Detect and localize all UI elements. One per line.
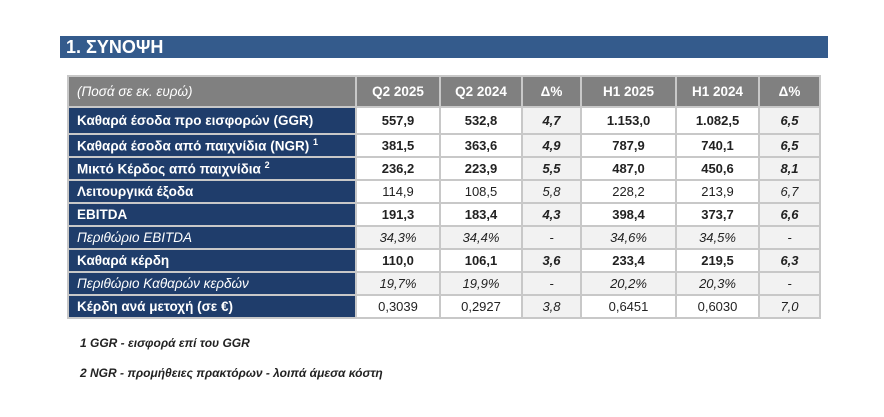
row-label-text: Περιθώριο Καθαρών κερδών	[77, 276, 249, 291]
row-label-text: Μικτό Κέρδος από παιχνίδια	[77, 161, 261, 177]
column-header: H1 2025	[582, 77, 675, 106]
row-label-text: Λειτουργικά έξοδα	[77, 184, 194, 199]
delta-cell: 4,7	[523, 108, 580, 133]
delta-cell: 3,8	[523, 296, 580, 317]
value-cell: 108,5	[441, 181, 521, 202]
row-label: Περιθώριο EBITDA	[69, 227, 355, 248]
delta-cell: 8,1	[760, 158, 819, 179]
table-row: Περιθώριο EBITDA 34,3% 34,4% -34,6% 34,5% -	[69, 227, 819, 248]
delta-cell: 4,9	[523, 135, 580, 156]
value-cell: 34,3%	[357, 227, 439, 248]
value-cell: 114,9	[357, 181, 439, 202]
value-cell: 106,1	[441, 250, 521, 271]
footnote-marker: 1	[312, 137, 318, 148]
value-cell: 34,4%	[441, 227, 521, 248]
table-row: Καθαρά έσοδα από παιχνίδια (NGR) 1 381,5 3…	[69, 135, 819, 156]
delta-cell: 5,5	[523, 158, 580, 179]
column-header: (Ποσά σε εκ. ευρώ)	[69, 77, 355, 106]
row-label-text: Καθαρά έσοδα προ εισφορών (GGR)	[77, 113, 314, 128]
delta-cell: -	[523, 227, 580, 248]
value-cell: 213,9	[677, 181, 758, 202]
row-label-text: EBITDA	[77, 207, 128, 222]
table-row: Κέρδη ανά μετοχή (σε €) 0,3039 0,2927 3,8 0,…	[69, 296, 819, 317]
value-cell: 233,4	[582, 250, 675, 271]
value-cell: 532,8	[441, 108, 521, 133]
delta-cell: 7,0	[760, 296, 819, 317]
value-cell: 381,5	[357, 135, 439, 156]
column-header: Δ%	[523, 77, 580, 106]
value-cell: 450,6	[677, 158, 758, 179]
column-header: Δ%	[760, 77, 819, 106]
value-cell: 191,3	[357, 204, 439, 225]
value-cell: 34,6%	[582, 227, 675, 248]
row-label-text: Κέρδη ανά μετοχή (σε €)	[77, 299, 233, 314]
value-cell: 0,2927	[441, 296, 521, 317]
table-header-row: (Ποσά σε εκ. ευρώ) Q2 2025 Q2 2024 Δ% H1 202…	[69, 77, 819, 106]
delta-cell: 6,5	[760, 135, 819, 156]
value-cell: 20,2%	[582, 273, 675, 294]
value-cell: 1.082,5	[677, 108, 758, 133]
value-cell: 787,9	[582, 135, 675, 156]
section-title: 1. ΣΥΝΟΨΗ	[60, 36, 828, 58]
delta-cell: 6,7	[760, 181, 819, 202]
value-cell: 0,6030	[677, 296, 758, 317]
delta-cell: 6,5	[760, 108, 819, 133]
row-label: Μικτό Κέρδος από παιχνίδια 2	[69, 158, 355, 179]
table-row: Λειτουργικά έξοδα 114,9 108,5 5,8 228,2 213,9…	[69, 181, 819, 202]
value-cell: 740,1	[677, 135, 758, 156]
row-label: Περιθώριο Καθαρών κερδών	[69, 273, 355, 294]
value-cell: 228,2	[582, 181, 675, 202]
row-label: Κέρδη ανά μετοχή (σε €)	[69, 296, 355, 317]
column-header: Q2 2024	[441, 77, 521, 106]
delta-cell: -	[760, 227, 819, 248]
value-cell: 363,6	[441, 135, 521, 156]
row-label: EBITDA	[69, 204, 355, 225]
row-label: Καθαρά έσοδα προ εισφορών (GGR)	[69, 108, 355, 133]
footnote-marker: 2	[264, 160, 270, 171]
value-cell: 19,7%	[357, 273, 439, 294]
delta-cell: 6,3	[760, 250, 819, 271]
value-cell: 557,9	[357, 108, 439, 133]
footnote-2: 2 NGR - προμήθειες πρακτόρων - λοιπά άμε…	[80, 366, 383, 380]
summary-table: (Ποσά σε εκ. ευρώ) Q2 2025 Q2 2024 Δ% H1 202…	[67, 75, 821, 319]
value-cell: 223,9	[441, 158, 521, 179]
delta-cell: 6,6	[760, 204, 819, 225]
delta-cell: 3,6	[523, 250, 580, 271]
delta-cell: -	[523, 273, 580, 294]
value-cell: 373,7	[677, 204, 758, 225]
column-header: H1 2024	[677, 77, 758, 106]
row-label-text: Περιθώριο EBITDA	[77, 230, 193, 245]
value-cell: 236,2	[357, 158, 439, 179]
value-cell: 0,3039	[357, 296, 439, 317]
table-row: Μικτό Κέρδος από παιχνίδια 2 236,2 223,9 5,…	[69, 158, 819, 179]
footnote-1: 1 GGR - εισφορά επί του GGR	[80, 336, 250, 350]
value-cell: 398,4	[582, 204, 675, 225]
delta-cell: 5,8	[523, 181, 580, 202]
delta-cell: 4,3	[523, 204, 580, 225]
column-header: Q2 2025	[357, 77, 439, 106]
value-cell: 20,3%	[677, 273, 758, 294]
value-cell: 110,0	[357, 250, 439, 271]
value-cell: 1.153,0	[582, 108, 675, 133]
value-cell: 487,0	[582, 158, 675, 179]
delta-cell: -	[760, 273, 819, 294]
value-cell: 219,5	[677, 250, 758, 271]
row-label-text: Καθαρά κέρδη	[77, 253, 170, 268]
value-cell: 0,6451	[582, 296, 675, 317]
row-label: Καθαρά κέρδη	[69, 250, 355, 271]
value-cell: 19,9%	[441, 273, 521, 294]
table-row: Καθαρά κέρδη 110,0 106,1 3,6 233,4 219,5 6,3	[69, 250, 819, 271]
table-row: Καθαρά έσοδα προ εισφορών (GGR) 557,9 532,…	[69, 108, 819, 133]
value-cell: 34,5%	[677, 227, 758, 248]
table-row: EBITDA 191,3 183,4 4,3 398,4 373,7 6,6	[69, 204, 819, 225]
row-label: Καθαρά έσοδα από παιχνίδια (NGR) 1	[69, 135, 355, 156]
row-label: Λειτουργικά έξοδα	[69, 181, 355, 202]
value-cell: 183,4	[441, 204, 521, 225]
row-label-text: Καθαρά έσοδα από παιχνίδια (NGR)	[77, 138, 310, 154]
table-row: Περιθώριο Καθαρών κερδών 19,7% 19,9% -20,2%…	[69, 273, 819, 294]
